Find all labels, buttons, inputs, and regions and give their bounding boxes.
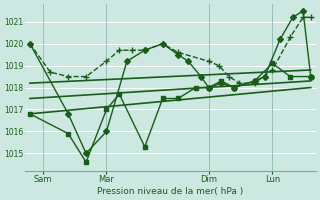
X-axis label: Pression niveau de la mer( hPa ): Pression niveau de la mer( hPa ) [97, 187, 244, 196]
